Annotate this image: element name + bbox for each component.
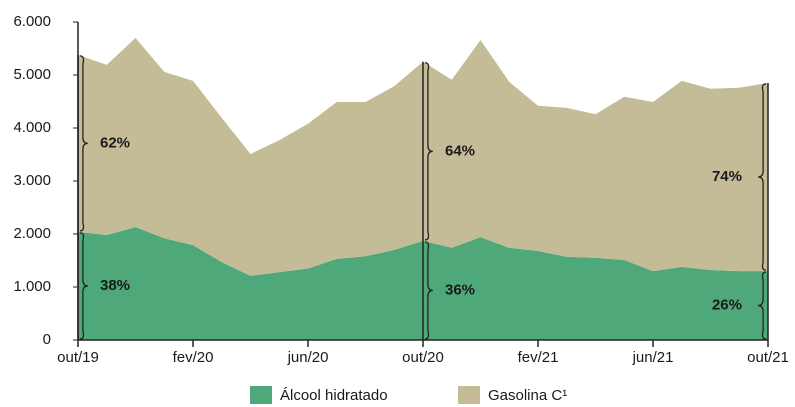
annotation: 74% [712,168,742,185]
annotation: 26% [712,297,742,314]
x-tick-label: jun/20 [287,349,329,366]
x-tick-label: out/19 [57,349,99,366]
brace [424,241,433,340]
y-tick-label: 2.000 [13,225,51,242]
legend-label: Gasolina C¹ [488,387,567,404]
x-tick-label: fev/20 [173,349,214,366]
x-tick-label: out/20 [402,349,444,366]
x-tick-label: jun/21 [632,349,674,366]
y-tick-label: 1.000 [13,278,51,295]
y-tick-label: 3.000 [13,172,51,189]
y-tick-label: 6.000 [13,13,51,30]
legend-swatch [250,386,272,404]
brace [758,271,767,340]
x-tick-label: out/21 [747,349,789,366]
y-tick-label: 0 [43,331,51,348]
annotation: 64% [445,142,475,159]
legend-label: Álcool hidratado [280,387,388,404]
brace [79,55,88,232]
brace [758,83,767,271]
annotation: 36% [445,281,475,298]
legend-swatch [458,386,480,404]
annotation: 38% [100,277,130,294]
annotation: 62% [100,134,130,151]
y-tick-label: 5.000 [13,66,51,83]
brace [424,62,433,241]
brace [79,232,88,340]
x-tick-label: fev/21 [518,349,559,366]
y-tick-label: 4.000 [13,119,51,136]
